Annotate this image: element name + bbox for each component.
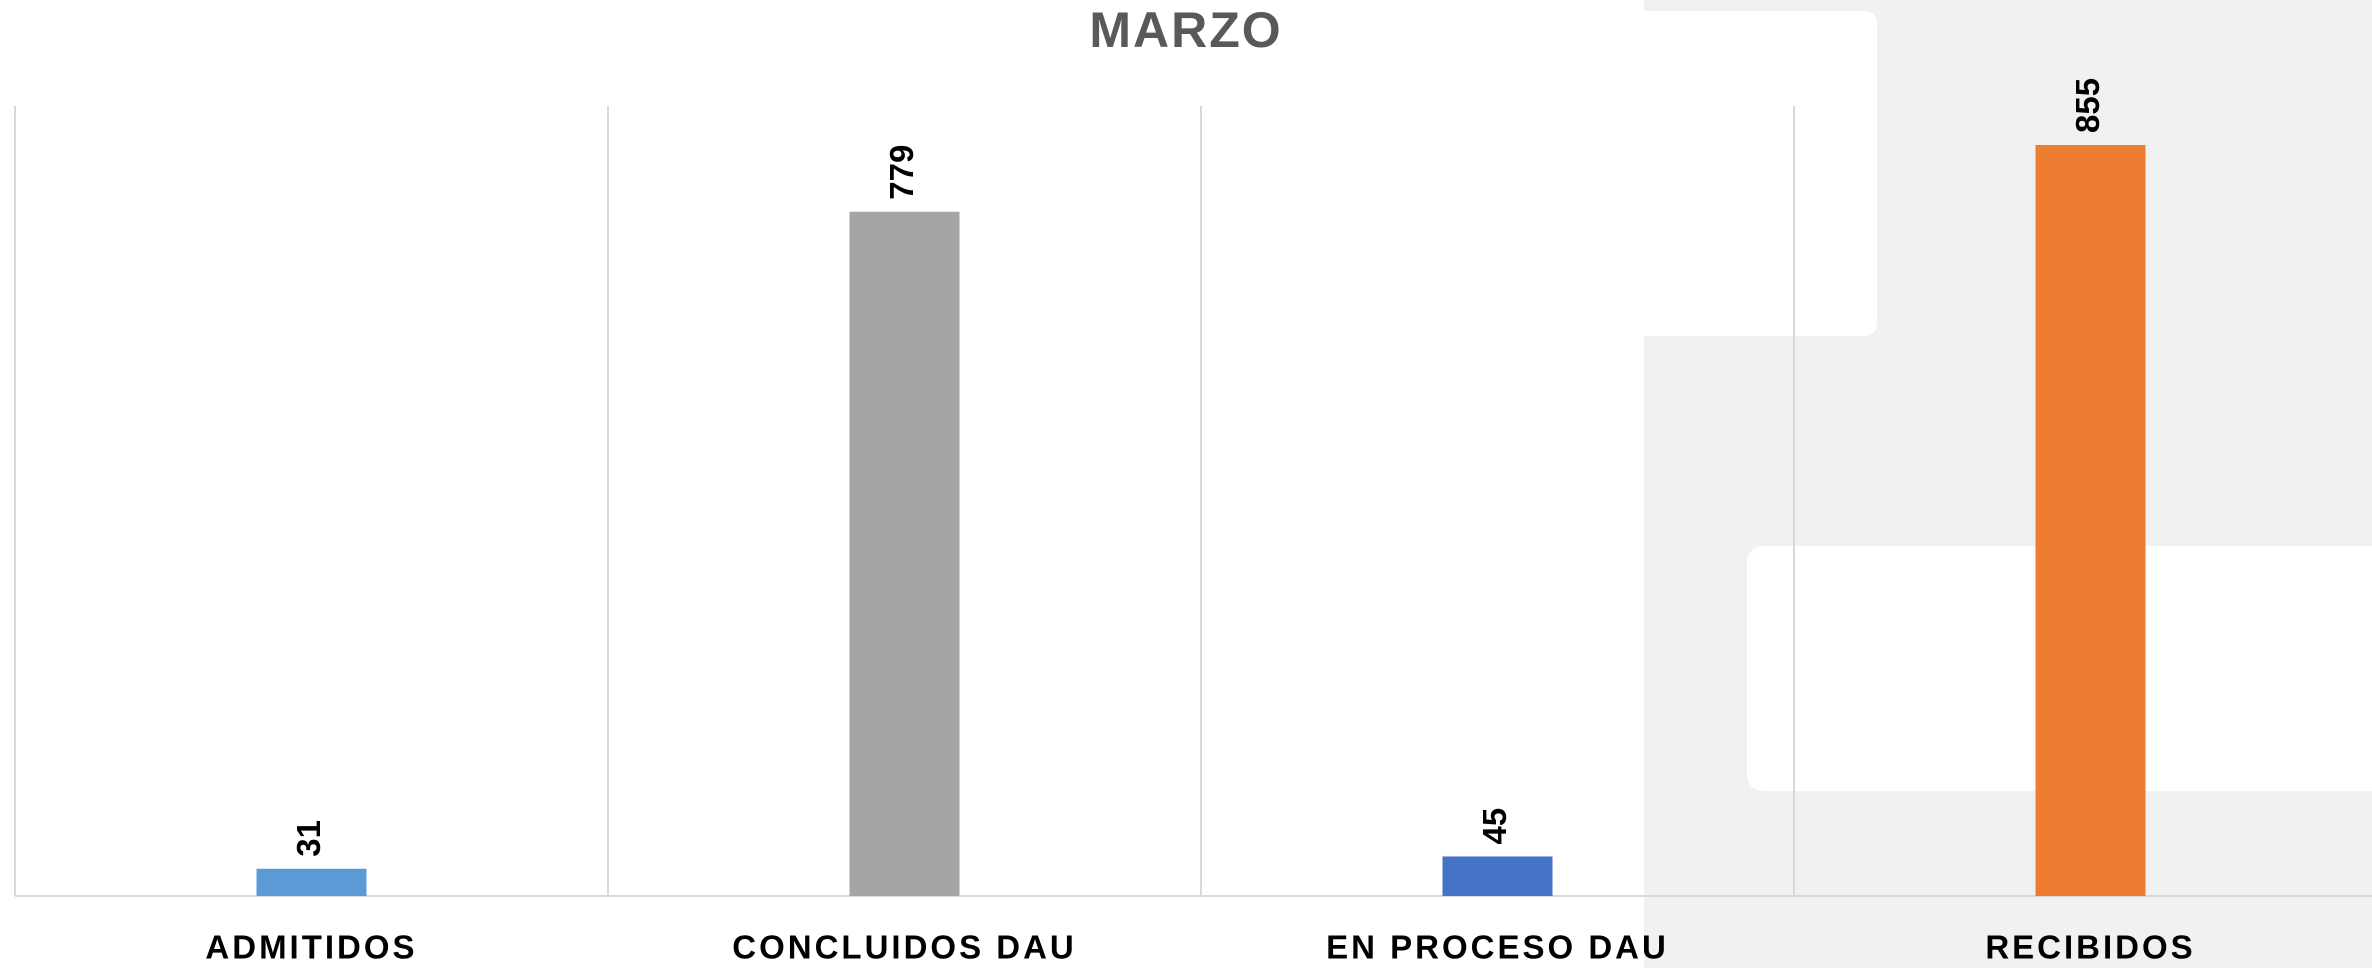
- data-label: 779: [883, 145, 920, 200]
- x-tick-label: EN PROCESO DAU: [1326, 929, 1669, 966]
- plot-area: 31 ADMITIDOS 779 CONCLUIDOS DAU 45 EN PROCESO…: [14, 78, 2372, 966]
- chart-title: MARZO: [1089, 2, 1282, 58]
- bar: [256, 868, 367, 896]
- x-tick-label: ADMITIDOS: [205, 929, 417, 966]
- x-tick-label: RECIBIDOS: [1985, 929, 2195, 966]
- bar: [2035, 145, 2146, 896]
- data-label: 31: [290, 820, 327, 857]
- background-card: [1500, 11, 1877, 336]
- data-label: 855: [2069, 78, 2106, 133]
- bar: [1442, 856, 1553, 896]
- x-tick-label: CONCLUIDOS DAU: [732, 929, 1077, 966]
- background: [1500, 0, 2372, 968]
- bar: [849, 211, 960, 896]
- data-label: 45: [1476, 808, 1513, 845]
